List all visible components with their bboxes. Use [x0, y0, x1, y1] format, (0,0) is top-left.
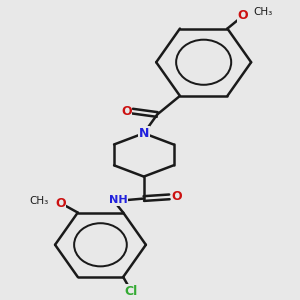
Text: O: O [172, 190, 182, 203]
Text: CH₃: CH₃ [254, 7, 273, 17]
Text: O: O [238, 9, 248, 22]
Text: O: O [121, 105, 132, 118]
Text: Cl: Cl [125, 285, 138, 298]
Text: NH: NH [109, 195, 128, 205]
Text: CH₃: CH₃ [30, 196, 49, 206]
Text: O: O [55, 196, 66, 210]
Text: N: N [139, 127, 149, 140]
